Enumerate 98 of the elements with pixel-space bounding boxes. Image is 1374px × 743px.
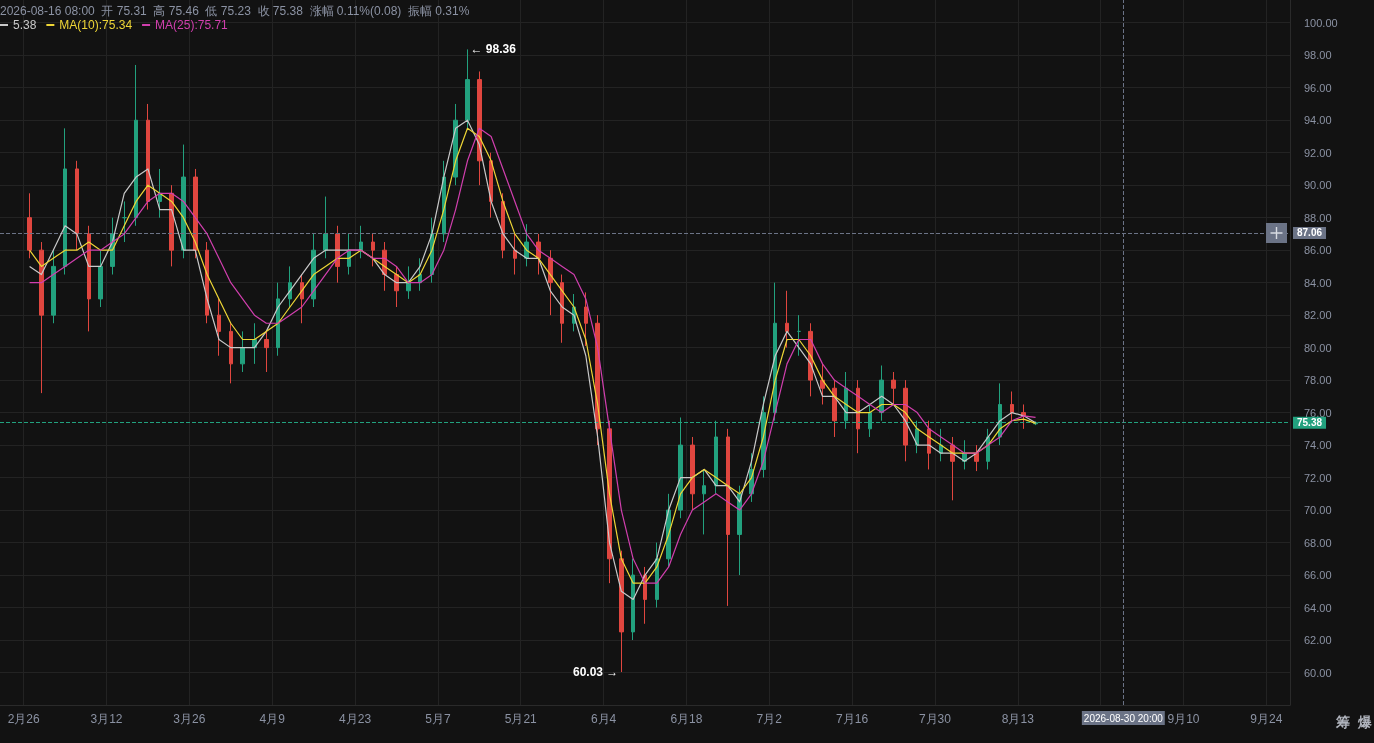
candlestick bbox=[974, 444, 979, 472]
y-tick-label: 90.00 bbox=[1304, 179, 1332, 192]
candlestick bbox=[584, 291, 588, 347]
x-tick-label: 5月21 bbox=[504, 712, 538, 726]
candlestick bbox=[98, 249, 103, 308]
candlestick bbox=[939, 428, 943, 462]
text: 爆 bbox=[1357, 714, 1373, 730]
candlestick bbox=[726, 428, 730, 607]
candlestick bbox=[335, 225, 340, 284]
candlestick bbox=[217, 298, 221, 357]
candlestick bbox=[122, 200, 127, 243]
candlestick bbox=[75, 160, 79, 251]
x-tick-label: 3月12 bbox=[90, 712, 123, 726]
candlestick bbox=[785, 290, 789, 349]
candlestick bbox=[371, 233, 375, 267]
candlestick bbox=[158, 168, 162, 219]
candlestick bbox=[288, 265, 292, 308]
candlestick bbox=[986, 428, 990, 470]
candlestick bbox=[181, 144, 186, 259]
y-tick-label: 62.00 bbox=[1304, 634, 1332, 647]
x-tick-label: 7月30 bbox=[918, 712, 952, 726]
ref-line-label: 75.38 bbox=[1297, 417, 1323, 429]
x-tick-label: 4月23 bbox=[339, 712, 372, 726]
candlestick bbox=[891, 371, 896, 405]
candlestick bbox=[27, 192, 32, 259]
y-tick-label: 76.00 bbox=[1304, 406, 1332, 419]
legend-label: MA(10):75.34 bbox=[59, 18, 133, 32]
y-tick-label: 94.00 bbox=[1304, 114, 1332, 127]
y-tick-label: 60.00 bbox=[1304, 666, 1332, 679]
ref-line-label: 2026-08-30 20:00 bbox=[1083, 712, 1164, 724]
candlestick bbox=[856, 379, 860, 454]
y-tick-label: 70.00 bbox=[1304, 504, 1332, 517]
y-tick-label: 84.00 bbox=[1304, 276, 1332, 289]
annotation: 2026-08-16 08:00 开 75.31 高 75.46 低 75.23 收 75.38 涨幅 0.11%(0.08) 振幅 0.31% bbox=[0, 4, 470, 18]
x-tick-label: 3月26 bbox=[173, 712, 206, 726]
x-tick-label: 2月26 bbox=[7, 712, 40, 726]
candlestick bbox=[39, 241, 44, 394]
candlestick bbox=[300, 274, 304, 324]
candlestick bbox=[347, 233, 351, 276]
candlestick bbox=[950, 436, 955, 501]
x-tick-label: 4月9 bbox=[259, 712, 286, 726]
y-tick-label: 66.00 bbox=[1304, 569, 1332, 582]
x-tick-label: 9月24 bbox=[1250, 712, 1283, 726]
x-tick-label: 6月18 bbox=[670, 712, 703, 726]
candlestick bbox=[193, 168, 198, 259]
candlestick bbox=[501, 192, 505, 259]
candlestick bbox=[51, 249, 56, 324]
candlestick bbox=[1021, 403, 1026, 430]
candlestick bbox=[276, 282, 280, 357]
candlestick bbox=[536, 233, 541, 276]
candlestick bbox=[560, 274, 564, 344]
x-tick-label: 6月4 bbox=[590, 712, 617, 726]
candlestick bbox=[465, 48, 470, 129]
y-tick-label: 86.00 bbox=[1304, 244, 1332, 257]
y-tick-label: 96.00 bbox=[1304, 81, 1332, 94]
legend-label: MA(25):75.71 bbox=[155, 18, 229, 32]
y-tick-label: 88.00 bbox=[1304, 211, 1332, 224]
y-tick-label: 98.00 bbox=[1304, 49, 1332, 62]
candlestick bbox=[702, 468, 706, 535]
x-tick-label: 7月2 bbox=[756, 712, 783, 726]
ref-line-label: 87.06 bbox=[1297, 227, 1323, 239]
text: 筹 bbox=[1335, 714, 1350, 730]
candlestick bbox=[1010, 390, 1014, 422]
y-tick-label: 72.00 bbox=[1304, 471, 1332, 484]
candlestick bbox=[311, 233, 316, 308]
x-tick-label: 5月7 bbox=[425, 712, 451, 726]
annotation: ← 98.36 bbox=[470, 42, 517, 57]
y-tick-label: 82.00 bbox=[1304, 309, 1332, 322]
x-tick-label: 7月16 bbox=[836, 712, 869, 726]
annotation: 60.03 → bbox=[572, 665, 619, 680]
candlestick bbox=[820, 363, 825, 405]
y-tick-label: 64.00 bbox=[1304, 601, 1332, 614]
candlestick bbox=[631, 558, 635, 641]
candlestick bbox=[406, 265, 411, 300]
candlestick bbox=[797, 314, 801, 357]
candlestick bbox=[134, 64, 138, 227]
y-tick-label: 78.00 bbox=[1304, 374, 1332, 387]
y-tick-label: 100.00 bbox=[1304, 16, 1338, 29]
candlestick bbox=[619, 550, 624, 673]
candlestick bbox=[323, 196, 328, 259]
candlestick bbox=[513, 233, 517, 276]
x-tick-label: 8月13 bbox=[1001, 712, 1035, 726]
candlestick bbox=[169, 184, 174, 267]
candlestick bbox=[146, 103, 150, 211]
y-tick-label: 68.00 bbox=[1304, 536, 1332, 549]
candlestick bbox=[240, 330, 245, 373]
candlestick bbox=[63, 127, 67, 276]
x-tick-label: 9月10 bbox=[1167, 712, 1200, 726]
y-tick-label: 92.00 bbox=[1304, 146, 1332, 159]
candlestick bbox=[359, 225, 363, 259]
y-tick-label: 80.00 bbox=[1304, 341, 1332, 354]
legend-label: 5.38 bbox=[13, 18, 37, 32]
y-tick-label: 74.00 bbox=[1304, 439, 1332, 452]
candlestick bbox=[264, 330, 269, 373]
candlestick bbox=[229, 322, 233, 384]
candlestick bbox=[832, 379, 837, 438]
candlestick bbox=[87, 225, 91, 332]
candlestick bbox=[690, 436, 695, 511]
